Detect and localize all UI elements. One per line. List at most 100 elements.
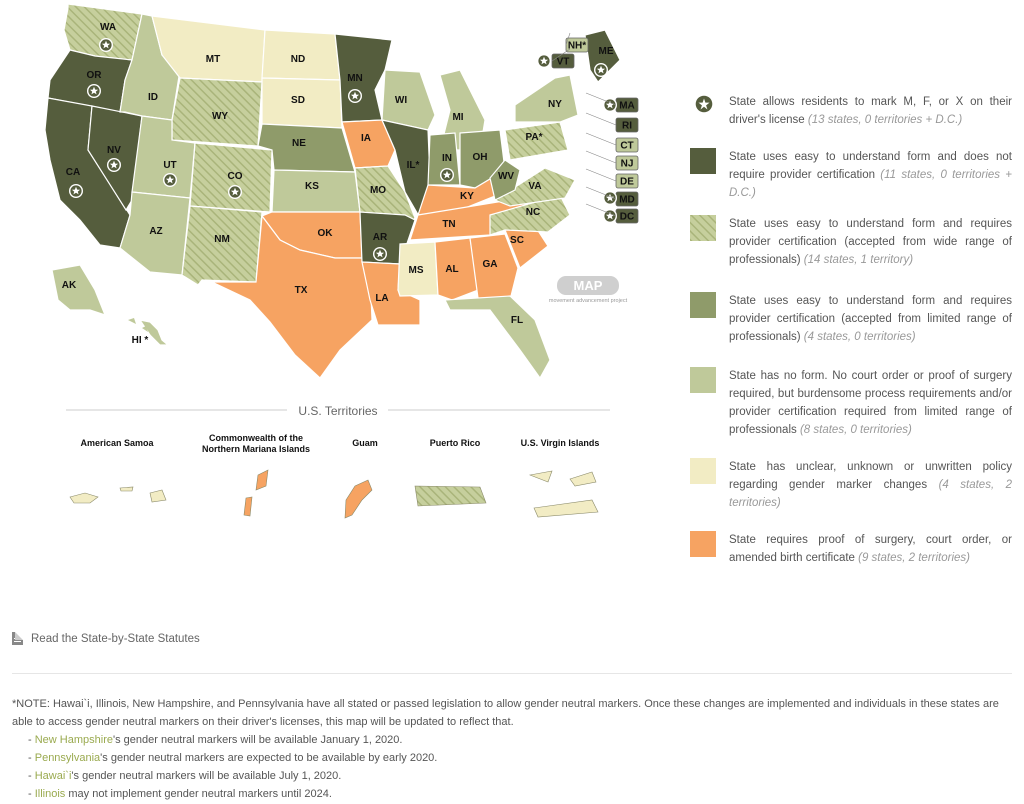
state-label-ms: MS: [409, 265, 424, 276]
state-shape-mn[interactable]: [334, 33, 393, 123]
state-label-az: AZ: [149, 226, 162, 237]
star-icon: [537, 54, 551, 68]
legend-count: (14 states, 1 territory): [803, 254, 914, 266]
state-shape-al[interactable]: [434, 237, 479, 301]
star-icon: [695, 95, 713, 113]
state-shape-ms[interactable]: [397, 241, 439, 297]
state-box-label: NJ: [621, 159, 634, 170]
state-shape-az[interactable]: [119, 191, 191, 276]
leader-line: [551, 48, 571, 62]
link-hawaii[interactable]: Hawai`i: [34, 770, 72, 782]
state-shape-fl[interactable]: [444, 295, 551, 380]
state-label-oh: OH: [473, 152, 488, 163]
leader-line: [565, 32, 571, 46]
territory-shape-american-samoa[interactable]: [119, 486, 134, 492]
state-shape-hi[interactable]: [138, 319, 170, 346]
state-shape-pa[interactable]: [504, 121, 569, 161]
note-bullet: - Illinois may not implement gender neut…: [28, 788, 332, 800]
legend-swatch-pale: [690, 458, 716, 484]
state-label-fl: FL: [511, 315, 523, 326]
gender-marker-map: WA OR CA NV ID MT WY UT CO AZ NM ND SD NE KS OK TX MN IA MO…: [0, 0, 680, 530]
legend-text: State uses easy to understand form and r…: [729, 295, 1012, 343]
state-label-va: VA: [528, 181, 541, 192]
state-label-ca: CA: [66, 167, 80, 178]
territory-name-american-samoa: American Samoa: [80, 438, 154, 448]
territory-shape-us-virgin-islands[interactable]: [569, 471, 597, 487]
state-shape-wv[interactable]: [489, 159, 521, 201]
leader-line: [585, 168, 617, 182]
star-icon: [163, 173, 177, 187]
state-shape-wy[interactable]: [171, 77, 263, 147]
territory-shape-us-virgin-islands[interactable]: [533, 499, 599, 518]
state-label-ia: IA: [361, 133, 371, 144]
state-shape-me[interactable]: [584, 29, 621, 83]
territory-shapes: [69, 469, 599, 519]
state-label-in: IN: [442, 153, 452, 164]
legend-count: (13 states, 0 territories + D.C.): [807, 114, 963, 126]
state-shape-ak[interactable]: [51, 264, 107, 316]
state-shape-tx[interactable]: [211, 214, 373, 379]
territory-shape-northern-mariana-islands[interactable]: [255, 469, 269, 491]
divider: [12, 673, 1012, 674]
state-label-co: CO: [228, 171, 243, 182]
state-label-mi: MI: [452, 112, 463, 123]
leader-line: [585, 150, 617, 164]
link-new-hampshire[interactable]: New Hampshire: [34, 734, 113, 746]
state-label-il: IL*: [407, 160, 420, 171]
link-illinois[interactable]: Illinois: [34, 788, 66, 800]
state-label-nd: ND: [291, 54, 305, 65]
state-label-ny: NY: [548, 99, 562, 110]
map-logo: MAP movement advancement project: [549, 276, 628, 304]
legend-count: (9 states, 2 territories): [858, 552, 970, 564]
state-label-pa: PA*: [525, 132, 542, 143]
territory-shape-northern-mariana-islands[interactable]: [243, 496, 253, 517]
statutes-link[interactable]: Read the State-by-State Statutes: [12, 632, 200, 645]
link-pennsylvania[interactable]: Pennsylvania: [34, 752, 101, 764]
note-bullet: - Hawai`i's gender neutral markers will …: [28, 770, 342, 782]
map-logo-text: MAP: [574, 278, 603, 293]
star-icon: [603, 191, 617, 205]
legend-text: State uses easy to understand form and d…: [729, 151, 1012, 181]
territory-shape-guam[interactable]: [344, 479, 373, 519]
star-icon: [228, 185, 242, 199]
state-shape-wi[interactable]: [381, 69, 436, 131]
state-shape-ne[interactable]: [257, 123, 356, 173]
state-shape-ny[interactable]: [514, 74, 579, 123]
legend-swatch-orange: [690, 531, 716, 557]
star-icon: [373, 247, 387, 261]
state-box-label: DC: [620, 212, 634, 223]
legend-swatch-dark: [690, 148, 716, 174]
star-icon: [603, 209, 617, 223]
leader-line: [585, 203, 617, 217]
star-icon: [69, 184, 83, 198]
state-label-wv: WV: [498, 171, 514, 182]
state-shape-va[interactable]: [493, 167, 576, 207]
legend-count: (11 states, 0 territories + D.C.): [729, 169, 1013, 199]
state-label-ut: UT: [163, 160, 176, 171]
state-shape-ia[interactable]: [341, 119, 396, 169]
state-shape-co[interactable]: [189, 142, 273, 213]
territory-name-guam: Guam: [352, 438, 378, 448]
state-box-label: MA: [619, 101, 635, 112]
star-icon: [107, 158, 121, 172]
territory-shape-puerto-rico[interactable]: [414, 485, 487, 507]
territory-name-northern-mariana-islands: Commonwealth of the Northern Mariana Isl…: [201, 433, 311, 454]
legend-swatch-light-green: [690, 367, 716, 393]
northeast-state-boxes: NH* VT MA RI CT NJ DE MD DC: [537, 32, 639, 224]
state-label-mo: MO: [370, 185, 386, 196]
state-label-al: AL: [445, 264, 458, 275]
state-label-wa: WA: [100, 22, 116, 33]
state-shape-ga[interactable]: [469, 233, 519, 301]
legend-swatch-medium: [690, 292, 716, 318]
state-label-mt: MT: [206, 54, 220, 65]
territory-shape-american-samoa[interactable]: [149, 489, 167, 503]
state-label-ok: OK: [318, 228, 334, 239]
state-box-label: MD: [619, 195, 635, 206]
state-shape-nm[interactable]: [181, 205, 263, 286]
legend-text: State has no form. No court order or pro…: [729, 370, 1012, 436]
territory-shape-american-samoa[interactable]: [69, 492, 99, 504]
statutes-link-label[interactable]: Read the State-by-State Statutes: [31, 632, 200, 645]
state-box-label: DE: [620, 177, 634, 188]
legend-text: State has unclear, unknown or unwritten …: [729, 461, 1012, 491]
territory-shape-us-virgin-islands[interactable]: [528, 470, 553, 483]
